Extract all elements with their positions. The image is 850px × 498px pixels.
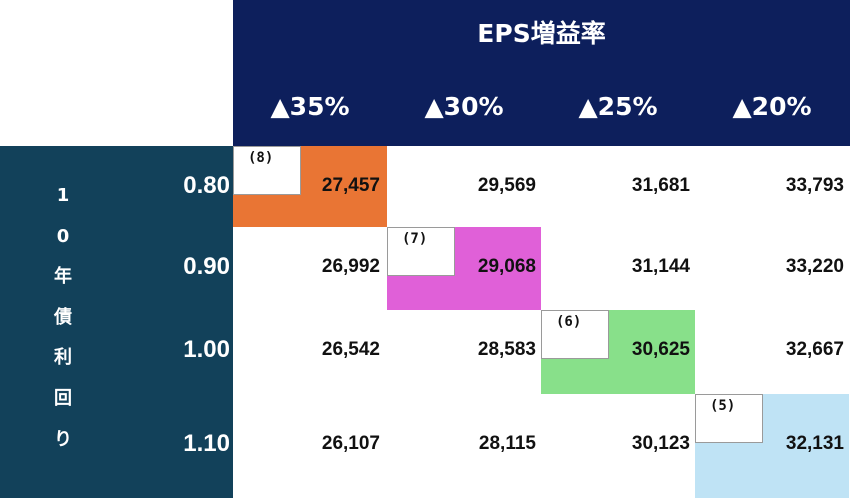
scenario-tag: (7) [387, 227, 455, 276]
row-axis-char: 債 [54, 306, 72, 328]
column-header-3: ▲25% [578, 92, 658, 121]
table-cell: 29,068 [477, 256, 536, 277]
row-axis-char: 0 [56, 225, 70, 247]
table-cell: 32,667 [785, 339, 844, 360]
table-cell: 30,625 [631, 339, 690, 360]
header-panel [233, 0, 850, 146]
row-header-2: 0.90 [183, 253, 230, 280]
table-cell: 31,681 [631, 175, 690, 196]
scenario-tag: (8) [233, 146, 301, 195]
table-cell: 28,583 [477, 339, 536, 360]
table-cell: 31,144 [631, 256, 690, 277]
table-cell: 32,131 [785, 433, 844, 454]
row-header-3: 1.00 [183, 336, 230, 363]
row-axis-char: 1 [56, 185, 70, 206]
table-cell: 26,107 [321, 433, 380, 454]
table-cell: 27,457 [321, 175, 380, 196]
table-cell: 33,220 [785, 256, 844, 277]
table-cell: 29,569 [477, 175, 536, 196]
row-axis-label: 1 0 年 債 利 回 り [38, 176, 88, 460]
row-axis-panel [0, 146, 233, 498]
column-header-1: ▲35% [270, 92, 350, 121]
row-axis-char: 年 [54, 266, 72, 288]
row-header-4: 1.10 [183, 430, 230, 457]
row-axis-char: 回 [54, 387, 72, 409]
scenario-tag: (5) [695, 394, 763, 443]
table-cell: 33,793 [785, 175, 844, 196]
column-header-2: ▲30% [424, 92, 504, 121]
row-header-1: 0.80 [183, 172, 230, 199]
table-cell: 26,992 [321, 256, 380, 277]
table-title: EPS増益率 [477, 19, 606, 48]
column-header-4: ▲20% [732, 92, 812, 121]
table-cell: 30,123 [631, 433, 690, 454]
table-cell: 26,542 [321, 339, 380, 360]
table-cell: 28,115 [478, 433, 536, 454]
row-axis-char: り [54, 428, 72, 450]
row-axis-char: 利 [54, 347, 72, 369]
scenario-tag: (6) [541, 310, 609, 359]
